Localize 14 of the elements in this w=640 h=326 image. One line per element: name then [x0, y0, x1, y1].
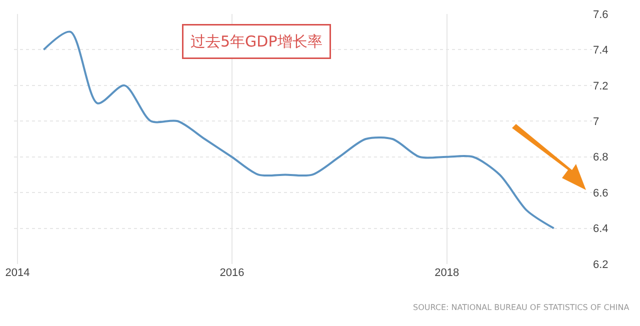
x-tick-label: 2016 [220, 267, 244, 279]
x-tick-label: 2018 [434, 267, 460, 279]
y-tick-label: 7.6 [593, 8, 608, 21]
line-series [42, 30, 555, 230]
text: 过去5年GDP增长率 [190, 32, 322, 50]
y-tick-label: 6.2 [593, 258, 608, 271]
y-tick-label: 6.6 [593, 187, 608, 200]
source-note: SOURCE: NATIONAL BUREAU OF STATISTICS OF CHINA [413, 303, 630, 312]
y-tick-label: 7.4 [593, 44, 608, 57]
y-tick-label: 7.2 [593, 80, 608, 92]
y-tick-label: 7 [593, 116, 600, 128]
x-tick-label: 2014 [5, 267, 30, 279]
y-tick-label: 6.8 [593, 152, 608, 164]
y-tick-label: 6.4 [593, 223, 608, 236]
